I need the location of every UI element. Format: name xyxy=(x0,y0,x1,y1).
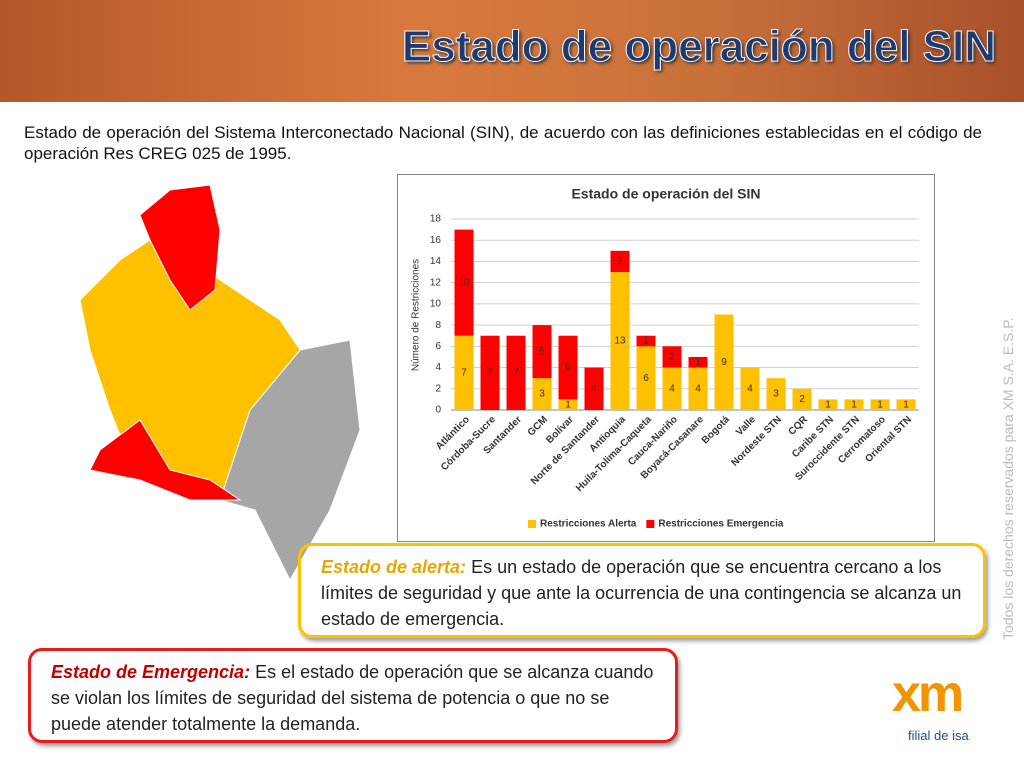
bar-segment xyxy=(610,250,630,273)
slide-title: Estado de operación del SIN xyxy=(401,22,996,72)
data-label: 2 xyxy=(799,394,805,405)
bar-segment xyxy=(532,325,552,379)
side-note: Todos los derechos reservados para XM S.… xyxy=(1000,317,1016,640)
bar-segment xyxy=(792,388,812,410)
alert-term: Estado de alerta: xyxy=(321,557,467,577)
bar-segment xyxy=(662,346,682,368)
alert-text: Es un estado de operación que se encuent… xyxy=(321,557,962,629)
data-label: 1 xyxy=(643,336,649,347)
bar-segment xyxy=(636,335,656,347)
map xyxy=(79,184,361,582)
data-label: 2 xyxy=(617,256,623,267)
legend-label: Restricciones Alerta xyxy=(540,519,637,530)
data-label: 7 xyxy=(461,368,467,379)
chart: Estado de operación del SIN Número de Re… xyxy=(411,186,919,530)
data-label: 1 xyxy=(695,357,701,368)
y-tick-label: 18 xyxy=(430,214,442,225)
bar-segment xyxy=(454,229,474,336)
bar-segment xyxy=(636,346,656,410)
data-label: 13 xyxy=(614,336,626,347)
y-tick-label: 6 xyxy=(435,341,441,352)
data-label: 2 xyxy=(669,352,675,363)
bar-segment xyxy=(584,367,604,410)
map-region xyxy=(139,184,221,311)
bar-segment xyxy=(532,378,552,410)
legend-label: Restricciones Emergencia xyxy=(658,519,783,530)
bar-segment xyxy=(844,399,864,410)
x-tick-label: Bogotá xyxy=(700,414,732,446)
bar-segment xyxy=(766,378,786,410)
map-region xyxy=(219,339,361,582)
data-label: 4 xyxy=(747,383,753,394)
chart-frame: Estado de operación del SIN Número de Re… xyxy=(397,174,935,542)
y-tick-label: 8 xyxy=(435,320,441,331)
y-tick-label: 14 xyxy=(430,256,442,267)
data-label: 1 xyxy=(565,399,571,410)
bar-segment xyxy=(870,399,890,410)
y-tick-label: 12 xyxy=(430,277,442,288)
y-tick-label: 16 xyxy=(430,235,442,246)
emergency-text: Es el estado de operación que se alcanza… xyxy=(51,662,654,734)
emergency-box: Estado de Emergencia: Es el estado de op… xyxy=(28,648,678,743)
chart-title: Estado de operación del SIN xyxy=(571,186,760,202)
logo: xm xyxy=(892,665,964,723)
bar-segment xyxy=(454,335,474,410)
y-tick-label: 10 xyxy=(430,299,442,310)
data-label: 4 xyxy=(591,383,597,394)
data-label: 4 xyxy=(695,383,701,394)
bar-segment xyxy=(714,314,734,410)
x-tick-label: Oriental STN xyxy=(863,414,914,465)
data-label: 7 xyxy=(513,368,519,379)
emergency-term: Estado de Emergencia: xyxy=(51,662,251,682)
bar-segment xyxy=(688,356,708,368)
data-label: 1 xyxy=(851,399,857,410)
bar-segment xyxy=(506,335,526,410)
intro-text: Estado de operación del Sistema Intercon… xyxy=(24,123,982,163)
x-tick-label: CQR xyxy=(786,414,810,438)
data-label: 1 xyxy=(877,399,883,410)
data-label: 9 xyxy=(721,357,727,368)
logo-tagline: filial de isa xyxy=(908,728,969,743)
bar-segment xyxy=(896,399,916,410)
bar-segment xyxy=(558,399,578,410)
data-label: 1 xyxy=(825,399,831,410)
bar-segment xyxy=(480,335,500,410)
bar-segment xyxy=(688,367,708,410)
data-label: 5 xyxy=(539,346,545,357)
legend-swatch xyxy=(528,520,536,528)
bar-segment xyxy=(818,399,838,410)
data-label: 7 xyxy=(487,368,493,379)
bar-segment xyxy=(740,367,760,410)
map-region xyxy=(89,419,242,501)
data-label: 1 xyxy=(903,399,909,410)
data-label: 4 xyxy=(669,383,675,394)
bar-segment xyxy=(662,367,682,410)
data-label: 6 xyxy=(565,362,571,373)
banner xyxy=(0,0,1024,102)
bar-segment xyxy=(610,272,630,410)
data-label: 6 xyxy=(643,373,649,384)
data-label: 3 xyxy=(773,389,779,400)
y-tick-label: 4 xyxy=(435,362,441,373)
legend-swatch xyxy=(646,520,655,528)
bar-segment xyxy=(558,335,578,400)
y-tick-label: 2 xyxy=(435,383,441,394)
data-label: 10 xyxy=(458,277,470,288)
y-tick-label: 0 xyxy=(435,405,441,416)
alert-box: Estado de alerta: Es un estado de operac… xyxy=(298,543,986,638)
data-label: 3 xyxy=(539,389,545,400)
y-axis-label: Número de Restricciones xyxy=(411,259,422,371)
